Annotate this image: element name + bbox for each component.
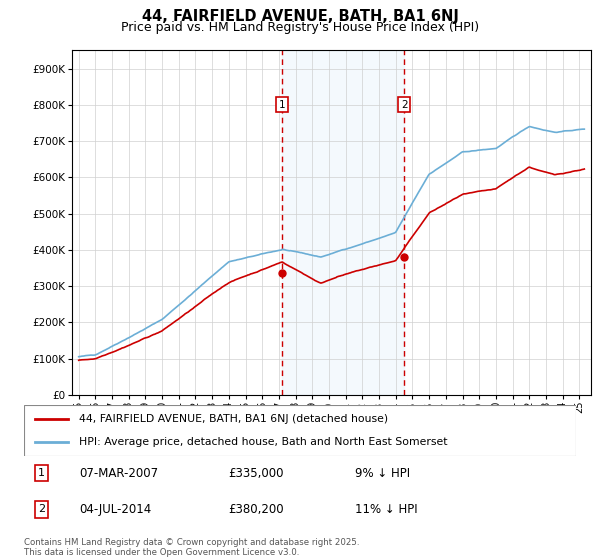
Text: Price paid vs. HM Land Registry's House Price Index (HPI): Price paid vs. HM Land Registry's House … bbox=[121, 21, 479, 34]
Text: 44, FAIRFIELD AVENUE, BATH, BA1 6NJ (detached house): 44, FAIRFIELD AVENUE, BATH, BA1 6NJ (det… bbox=[79, 414, 388, 424]
Text: 11% ↓ HPI: 11% ↓ HPI bbox=[355, 503, 418, 516]
Text: Contains HM Land Registry data © Crown copyright and database right 2025.
This d: Contains HM Land Registry data © Crown c… bbox=[24, 538, 359, 557]
Text: 04-JUL-2014: 04-JUL-2014 bbox=[79, 503, 151, 516]
Text: 2: 2 bbox=[401, 100, 407, 110]
Text: 1: 1 bbox=[38, 468, 45, 478]
Text: 44, FAIRFIELD AVENUE, BATH, BA1 6NJ: 44, FAIRFIELD AVENUE, BATH, BA1 6NJ bbox=[142, 9, 458, 24]
Text: 2: 2 bbox=[38, 505, 45, 515]
Text: 07-MAR-2007: 07-MAR-2007 bbox=[79, 467, 158, 480]
Text: HPI: Average price, detached house, Bath and North East Somerset: HPI: Average price, detached house, Bath… bbox=[79, 437, 448, 447]
Text: 9% ↓ HPI: 9% ↓ HPI bbox=[355, 467, 410, 480]
Text: £380,200: £380,200 bbox=[228, 503, 284, 516]
Text: £335,000: £335,000 bbox=[228, 467, 284, 480]
Text: 1: 1 bbox=[278, 100, 285, 110]
Bar bbox=[282, 50, 404, 395]
